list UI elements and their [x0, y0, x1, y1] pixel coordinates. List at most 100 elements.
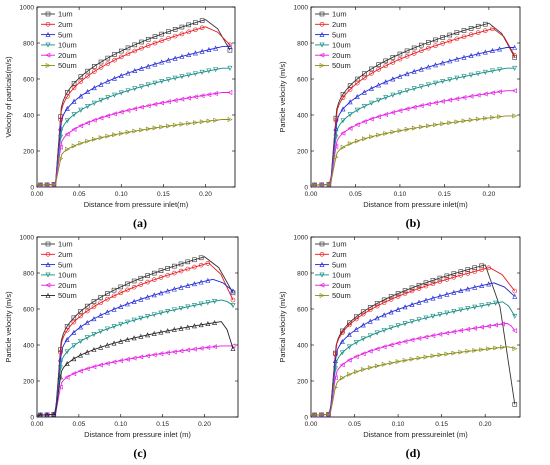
data-point	[71, 112, 77, 118]
data-point	[138, 296, 144, 302]
data-point	[124, 356, 130, 362]
data-point	[354, 80, 360, 86]
data-point	[451, 309, 457, 315]
data-point	[493, 345, 499, 351]
data-point	[376, 82, 382, 88]
series-2um	[310, 26, 517, 188]
data-point	[158, 351, 164, 357]
data-point	[165, 99, 171, 105]
data-point	[152, 101, 158, 107]
data-point	[440, 35, 445, 40]
x-tick-label: 0.00	[31, 421, 44, 428]
y-tick-label: 600	[297, 76, 308, 83]
data-point	[172, 55, 178, 61]
data-point	[374, 346, 380, 352]
data-point	[381, 312, 387, 318]
y-tick-label: 400	[297, 342, 308, 349]
data-point	[472, 269, 478, 274]
data-point	[198, 255, 204, 261]
data-point	[416, 317, 422, 323]
data-point	[437, 275, 443, 281]
data-point	[58, 156, 64, 162]
legend-entry: 50um	[41, 61, 77, 70]
data-point	[179, 24, 185, 30]
data-point	[84, 308, 90, 314]
data-point	[333, 118, 339, 123]
x-tick-label: 0.20	[479, 421, 492, 428]
data-point	[138, 333, 144, 339]
data-point	[339, 338, 345, 344]
legend-marker	[45, 42, 51, 48]
data-point	[91, 69, 97, 74]
plot-frame	[36, 236, 239, 418]
data-point	[479, 267, 484, 272]
legend-marker	[45, 31, 51, 37]
data-point	[397, 51, 403, 57]
x-tick-label: 0.00	[305, 191, 318, 198]
data-point	[444, 273, 450, 279]
data-point	[397, 128, 403, 134]
data-point	[361, 104, 367, 110]
data-point	[138, 84, 144, 90]
data-point	[444, 330, 450, 336]
data-point	[497, 114, 503, 120]
data-point	[145, 43, 151, 48]
legend-label: 5um	[332, 30, 347, 39]
data-point	[465, 326, 471, 332]
data-point	[64, 374, 70, 380]
y-tick-label: 0	[304, 414, 308, 421]
data-point	[58, 134, 64, 140]
data-point	[416, 335, 422, 341]
x-tick-label: 0.15	[438, 191, 451, 198]
data-point	[158, 329, 164, 335]
y-tick-label: 600	[297, 306, 308, 313]
data-point	[211, 344, 217, 350]
data-point	[131, 355, 137, 361]
data-point	[230, 303, 236, 309]
data-point	[105, 55, 111, 61]
data-point	[205, 277, 211, 283]
legend-entry: 5um	[315, 30, 347, 39]
data-point	[151, 277, 157, 283]
data-point	[465, 348, 471, 354]
y-tick-label: 1000	[20, 4, 35, 11]
data-point	[383, 130, 389, 136]
data-point	[472, 284, 478, 290]
legend-label: 5um	[58, 260, 73, 269]
legend-marker	[45, 241, 51, 247]
data-point	[360, 351, 366, 357]
data-point	[38, 182, 44, 188]
data-point	[465, 306, 471, 312]
legend-entry: 10um	[41, 41, 77, 50]
data-point	[354, 122, 360, 128]
data-point	[376, 97, 382, 103]
data-point	[430, 353, 436, 359]
data-point	[512, 288, 518, 294]
legend-entry: 2um	[41, 250, 73, 259]
data-point	[71, 85, 77, 91]
data-point	[124, 301, 130, 307]
data-point	[368, 85, 374, 91]
legend-marker	[45, 252, 51, 257]
data-point	[105, 61, 111, 66]
data-point	[461, 28, 467, 33]
data-point	[416, 299, 422, 305]
data-point	[319, 182, 325, 188]
data-point	[111, 287, 117, 293]
data-point	[482, 49, 488, 55]
series-line	[36, 262, 234, 416]
data-point	[402, 291, 408, 296]
data-point	[375, 114, 381, 120]
data-point	[497, 67, 503, 73]
data-point	[390, 60, 396, 65]
data-point	[340, 375, 346, 381]
legend-entry: 5um	[41, 30, 73, 39]
data-point	[185, 259, 191, 265]
data-point	[71, 329, 77, 335]
series-10um	[36, 65, 233, 188]
data-point	[461, 118, 467, 124]
data-point	[461, 94, 467, 100]
chart-panel-1: 0.00 0.05 0.10 0.15 0.20 0 200 400 600 800 1000 Dis…	[4, 4, 236, 230]
data-point	[383, 58, 389, 64]
data-point	[165, 328, 171, 334]
